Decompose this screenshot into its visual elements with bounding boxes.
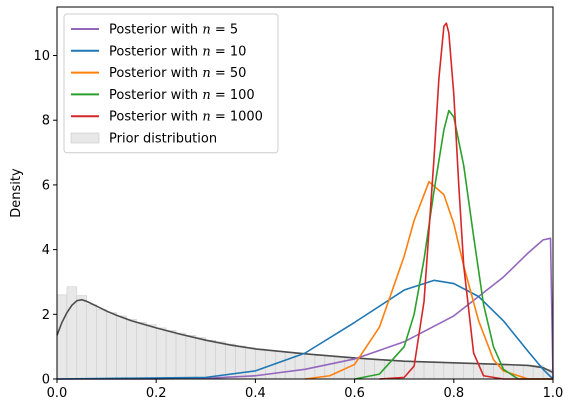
histogram-bar	[423, 361, 435, 380]
y-axis-label: Density	[9, 168, 24, 218]
legend: Posterior with n = 5 Posterior with n = 1…	[63, 13, 279, 154]
series-line-3	[354, 109, 553, 380]
histogram-bar	[146, 324, 157, 380]
legend-label: Posterior with n = 100	[109, 88, 255, 103]
y-tick-label: 2	[42, 308, 50, 323]
x-tick-label: 0.0	[47, 386, 68, 401]
y-tick-label: 0	[42, 373, 50, 388]
histogram-bar	[106, 312, 117, 380]
histogram-bar	[215, 341, 226, 380]
histogram-bar	[185, 335, 197, 380]
axes-frame	[56, 6, 554, 380]
histogram-bar	[433, 361, 445, 380]
plot-area	[56, 22, 554, 380]
series-line-1	[56, 279, 554, 380]
histogram-bar	[304, 354, 316, 380]
y-tick-label: 10	[33, 49, 50, 64]
legend-label: Posterior with n = 5	[109, 23, 238, 38]
histogram-bar	[274, 351, 286, 380]
histogram-bar	[136, 322, 147, 380]
histogram-bar	[195, 337, 207, 380]
series-line-4	[379, 22, 553, 380]
histogram-bar	[453, 362, 464, 380]
y-tick-label: 6	[42, 178, 50, 193]
histogram-bar	[205, 339, 216, 380]
histogram-bar	[66, 286, 78, 380]
legend-swatch	[70, 132, 100, 144]
x-tick-label: 0.2	[146, 386, 167, 401]
histogram-bar	[413, 361, 425, 380]
histogram-bar	[443, 362, 455, 380]
x-tick-label: 0.8	[443, 386, 464, 401]
legend-label: Posterior with n = 1000	[109, 110, 263, 125]
y-axis: 0 2 4 6 8 10	[33, 49, 57, 388]
x-axis: 0.0 0.2 0.4 0.6 0.8 1.0	[47, 379, 564, 401]
histogram-bar	[86, 304, 97, 380]
histogram-bar	[155, 327, 167, 380]
y-tick-label: 4	[42, 243, 50, 258]
legend-box	[63, 13, 279, 154]
x-tick-label: 0.4	[245, 386, 266, 401]
x-tick-label: 0.6	[344, 386, 365, 401]
series-line-2	[304, 180, 553, 380]
x-tick-label: 1.0	[543, 386, 564, 401]
legend-label: Posterior with n = 50	[109, 66, 246, 81]
legend-label: Posterior with n = 10	[109, 44, 246, 59]
prior-histogram	[56, 286, 554, 380]
curves	[56, 22, 554, 380]
histogram-bar	[56, 294, 68, 380]
histogram-bar	[126, 318, 137, 380]
histogram-bar	[463, 362, 474, 380]
histogram-bar	[522, 364, 534, 380]
histogram-bar	[165, 330, 177, 380]
histogram-bar	[394, 360, 405, 380]
prior-density-line	[56, 298, 554, 374]
histogram-bar	[76, 295, 88, 380]
y-tick-label: 8	[42, 114, 50, 129]
histogram-bar	[175, 332, 187, 380]
histogram-bar	[294, 353, 306, 380]
legend-label: Prior distribution	[109, 132, 217, 147]
histogram-bar	[116, 315, 127, 380]
histogram-bar	[245, 347, 256, 380]
series-line-0	[57, 237, 554, 380]
histogram-bar	[96, 309, 107, 380]
